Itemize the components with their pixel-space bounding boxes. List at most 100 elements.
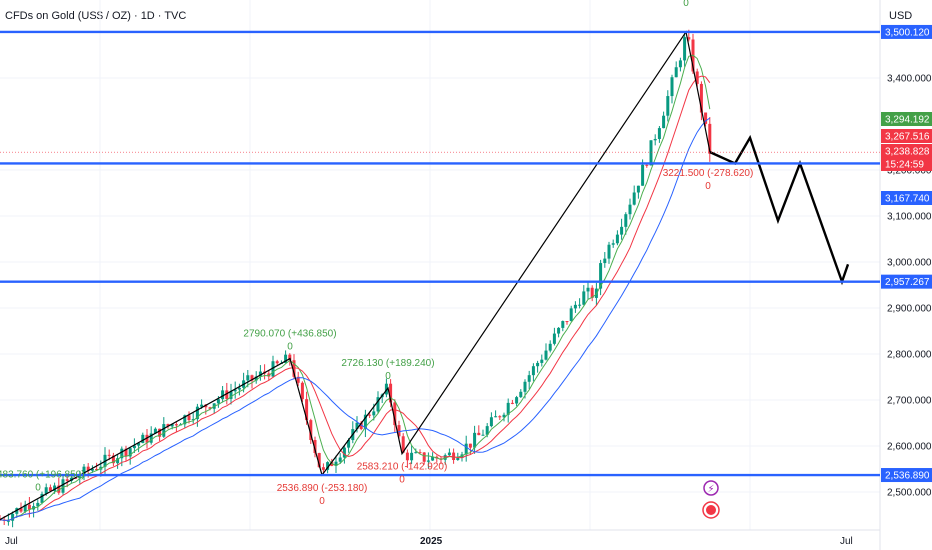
candle-body [284,354,288,363]
candle-body [300,382,304,400]
candle-body [267,373,271,377]
level-tag [881,274,932,289]
candle-body [477,432,481,436]
candle-body [569,308,573,322]
lightning-event-icon[interactable] [703,480,719,496]
candle-body [649,140,653,166]
candle-body [611,243,615,245]
candle-body [657,128,661,139]
candle-body [313,439,317,453]
candle-body [494,416,498,418]
candle-body [456,457,460,460]
level-tag-label: 3,500.120 [885,27,930,38]
candle-body [6,520,10,522]
candle-body [603,258,607,264]
candle-body [590,287,594,298]
candle-body [582,291,586,305]
pivot-annotation-sub: 0 [319,496,325,507]
candle-body [195,406,199,420]
candle-body [540,359,544,363]
candle-body [699,83,703,113]
pivot-annotation: 2726.130 (+189.240) [341,358,434,369]
candle-body [565,321,569,323]
pivot-annotation-sub: 0 [35,482,41,493]
candle-body [321,467,325,470]
candle-body [221,390,225,400]
price-tag [881,144,932,158]
candle-body [61,479,65,493]
price-tick-label: 2,700.000 [887,396,932,407]
countdown-label: 15:24:59 [885,160,924,171]
candle-body [641,164,645,186]
candle-body [57,485,61,493]
candle-body [376,397,380,412]
candle-body [254,376,258,381]
candle-body [141,434,145,444]
price-tick-label: 2,900.000 [887,304,932,315]
level-tag [881,24,932,39]
candle-body [389,383,393,403]
candle-body [275,361,279,364]
candle-body [662,115,666,129]
candle-body [519,391,523,398]
candle-body [426,460,430,462]
candle-body [237,387,241,390]
candle-body [393,402,397,426]
candle-body [153,428,157,434]
price-tag [881,129,932,143]
candle-body [27,504,31,510]
candle-body [120,448,124,459]
candle-body [309,420,313,440]
candle-body [288,354,292,361]
candle-body [170,424,174,427]
candle-body [557,327,561,334]
candle-body [678,60,682,68]
level-tag [881,468,932,483]
us-flag-inner-icon [706,505,716,515]
candle-body [502,414,506,418]
candle-body [599,263,603,289]
candle-body [149,433,153,443]
ma-fast-line [0,54,711,521]
candle-body [531,366,535,376]
candle-body [86,466,90,471]
candle-body [586,287,590,292]
candle-body [166,424,170,427]
candle-body [683,37,687,61]
price-tick-label: 3,100.000 [887,212,932,223]
candle-body [485,426,489,435]
candle-body [355,422,359,430]
price-tick-label: 3,000.000 [887,258,932,269]
candle-body [510,402,514,404]
candle-body [347,440,351,448]
candle-body [653,138,657,141]
pivot-annotation: 2583.210 (-142.920) [357,462,448,473]
candle-body [128,448,132,457]
pivot-annotation: 3221.500 (-278.620) [663,168,754,179]
time-tick-label: Jul [5,536,18,547]
candle-body [481,434,485,436]
candle-body [124,448,128,457]
price-tick-label: 3,400.000 [887,74,932,85]
candle-body [258,371,262,377]
candle-body [405,452,409,461]
candle-body [414,452,418,454]
candle-body [187,415,191,421]
candle-body [418,452,422,454]
candle-body [48,487,52,491]
candle-body [489,417,493,427]
candle-body [11,513,15,521]
candle-body [447,452,451,456]
candle-body [666,96,670,116]
candle-body [326,462,330,470]
pivot-annotation: 2790.070 (+436.850) [243,329,336,340]
candle-body [95,468,99,470]
candle-body [36,502,40,507]
candle-body [708,123,712,154]
candle-body [137,443,141,446]
candle-body [305,399,309,421]
candle-body [78,476,82,479]
candle-body [23,504,27,512]
candle-body [548,343,552,351]
